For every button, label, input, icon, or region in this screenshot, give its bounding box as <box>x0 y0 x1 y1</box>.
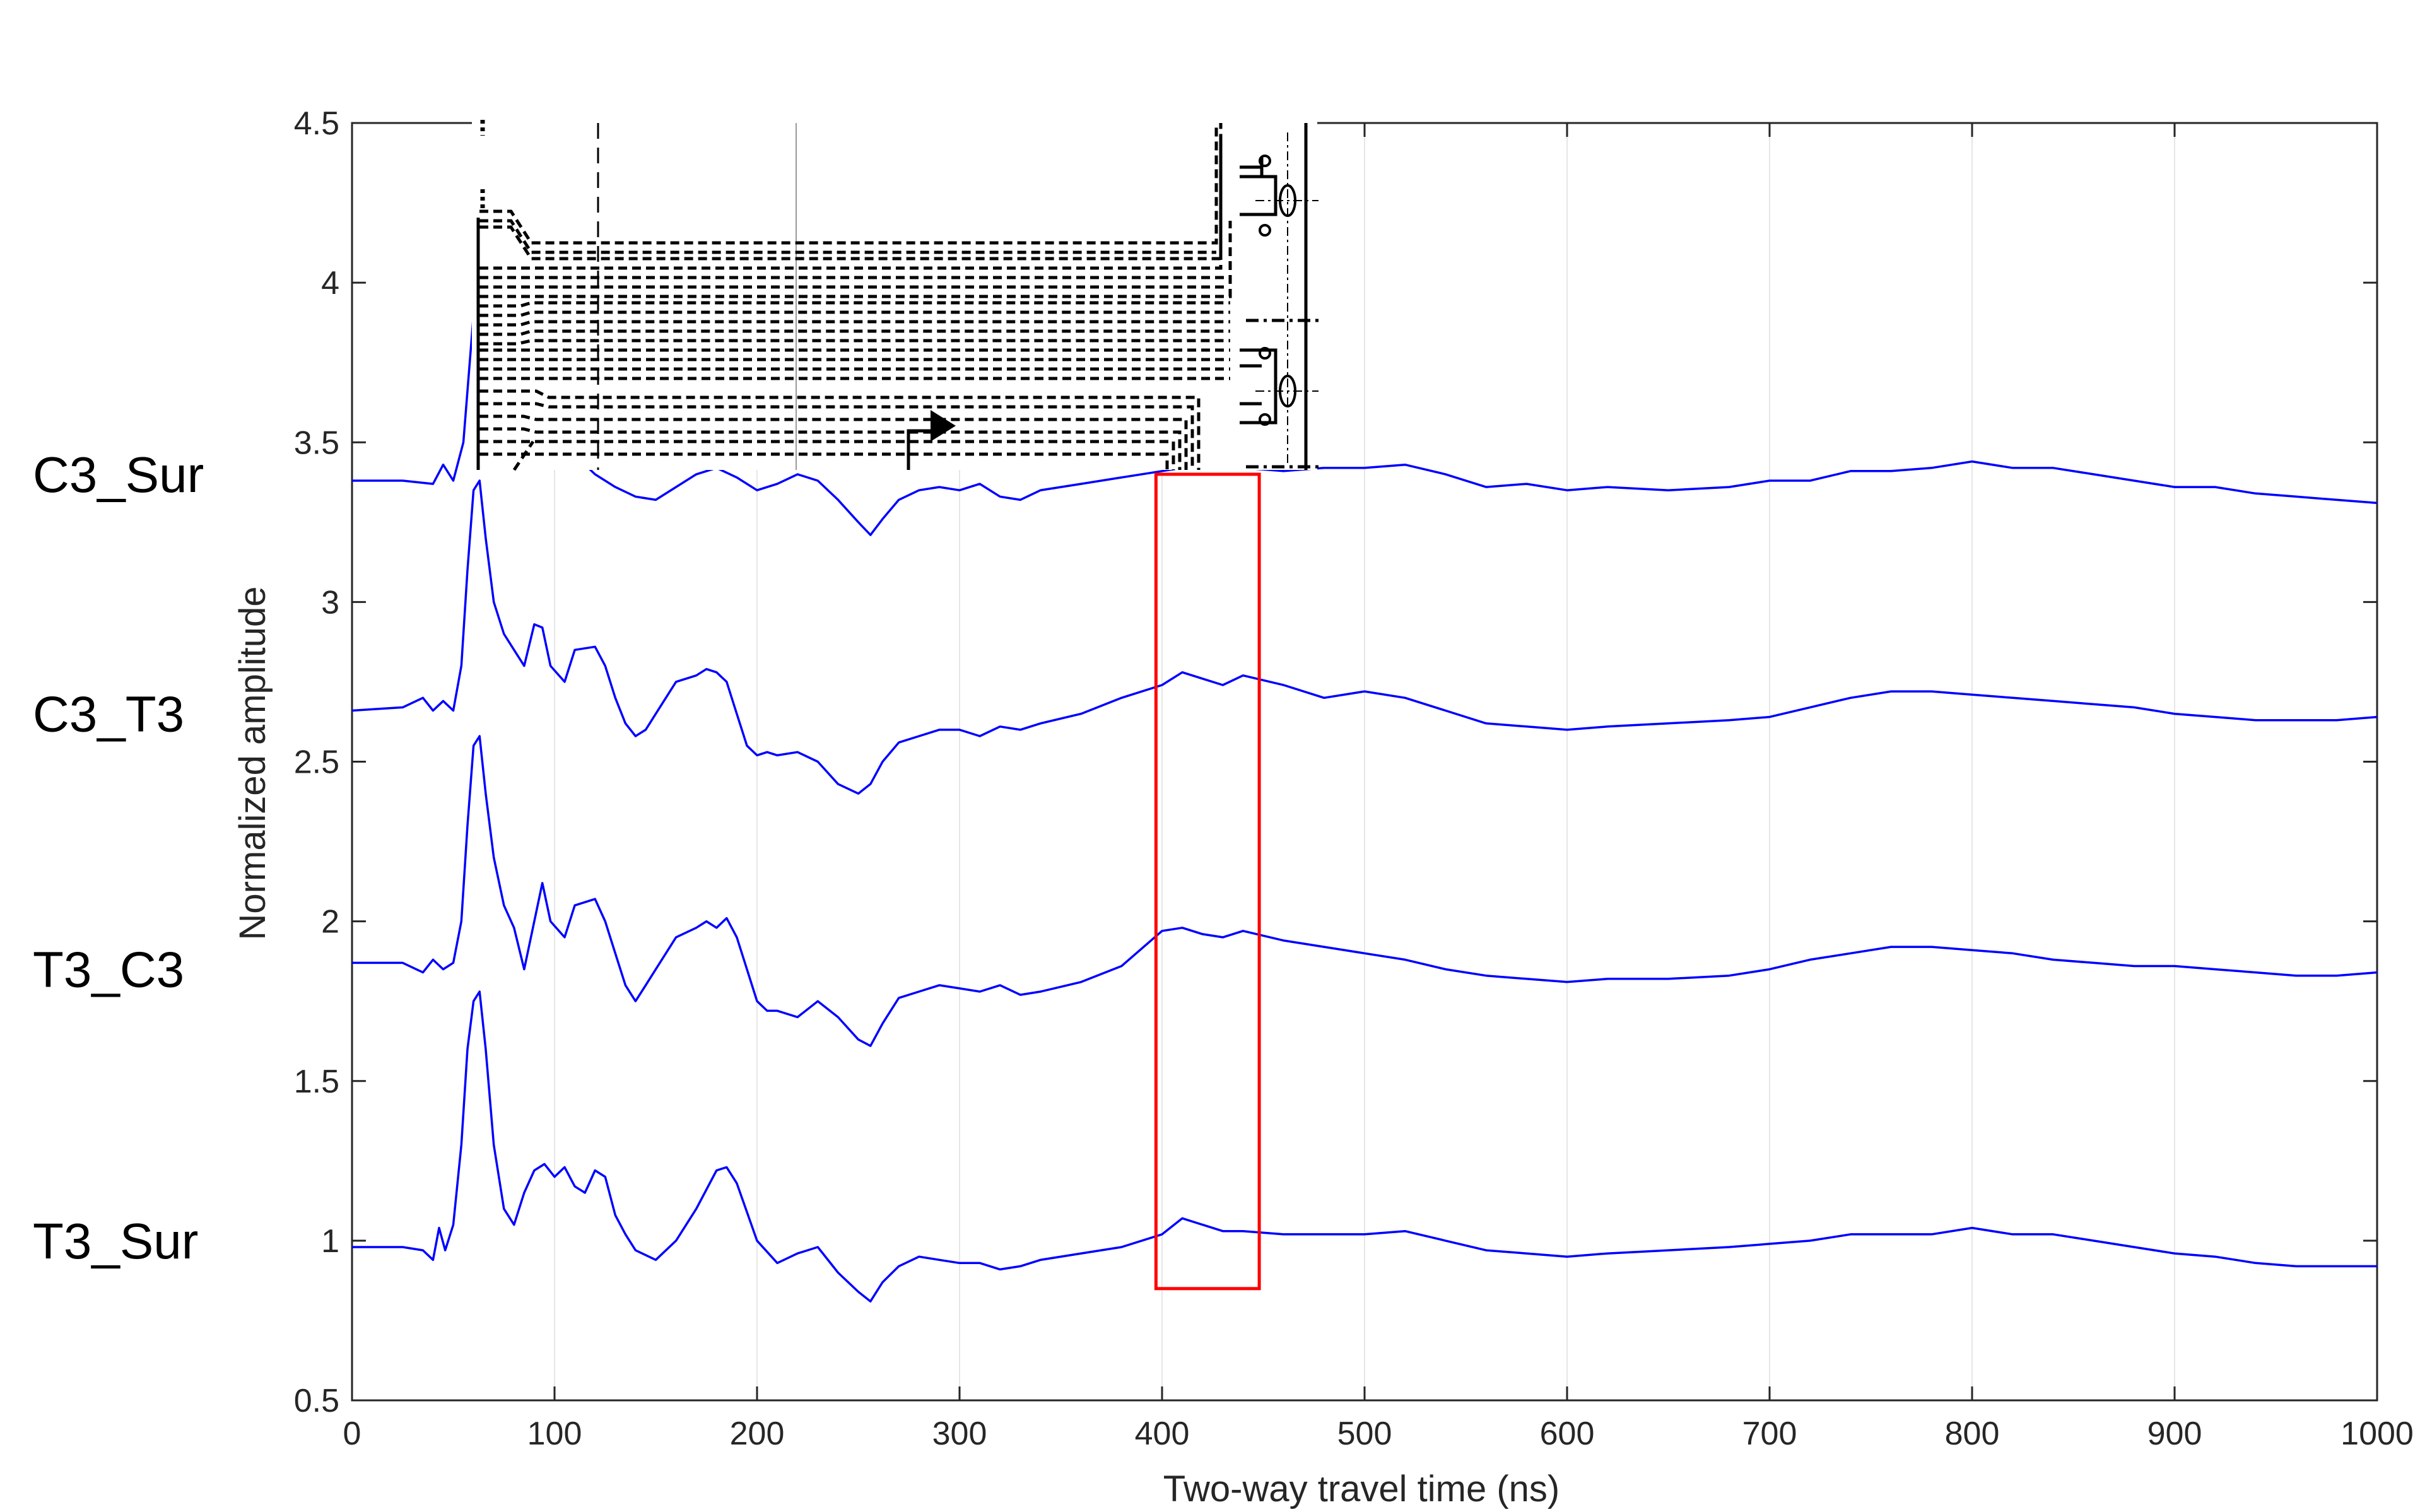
x-tick-label: 1000 <box>2341 1415 2414 1452</box>
trace-labels: C3_Sur C3_T3 T3_C3 T3_Sur <box>33 447 204 1269</box>
x-tick-label: 200 <box>730 1415 785 1452</box>
y-tick-label: 0.5 <box>294 1383 339 1419</box>
x-tick-label: 600 <box>1540 1415 1595 1452</box>
x-tick-labels: 0 100 200 300 400 500 600 700 800 900 1000 <box>343 1415 2414 1452</box>
y-tick-label: 1.5 <box>294 1064 339 1100</box>
y-axis-title: Normalized amplitude <box>232 587 273 941</box>
y-tick-label: 3 <box>321 584 339 621</box>
y-tick-labels: 0.5 1 1.5 2 2.5 3 3.5 4 4.5 <box>294 105 339 1419</box>
x-tick-label: 0 <box>343 1415 361 1452</box>
x-tick-label: 900 <box>2147 1415 2202 1452</box>
series-line-c3_t3 <box>351 479 2378 795</box>
y-tick-label: 1 <box>321 1223 339 1260</box>
y-tick-label: 2 <box>321 904 339 941</box>
y-tick-label: 3.5 <box>294 425 339 461</box>
cable-schematic-drawing <box>472 120 1320 471</box>
highlight-box <box>1154 472 1261 1291</box>
y-tick-label: 2.5 <box>294 744 339 781</box>
x-tick-label: 100 <box>527 1415 582 1452</box>
trace-label: T3_Sur <box>33 1213 198 1269</box>
series-line-t3_sur <box>352 990 2377 1303</box>
trace-label: C3_Sur <box>33 447 204 503</box>
y-tick-label: 4 <box>321 265 339 302</box>
x-axis-title: Two-way travel time (ns) <box>1163 1468 1559 1509</box>
y-tick-label: 4.5 <box>294 105 339 142</box>
x-tick-label: 300 <box>932 1415 987 1452</box>
x-tick-label: 500 <box>1337 1415 1392 1452</box>
x-tick-label: 400 <box>1135 1415 1190 1452</box>
trace-label: C3_T3 <box>33 686 184 742</box>
x-tick-label: 800 <box>1945 1415 2000 1452</box>
series-line-t3_c3 <box>352 735 2378 1047</box>
x-tick-label: 700 <box>1742 1415 1797 1452</box>
trace-label: T3_C3 <box>33 942 184 998</box>
